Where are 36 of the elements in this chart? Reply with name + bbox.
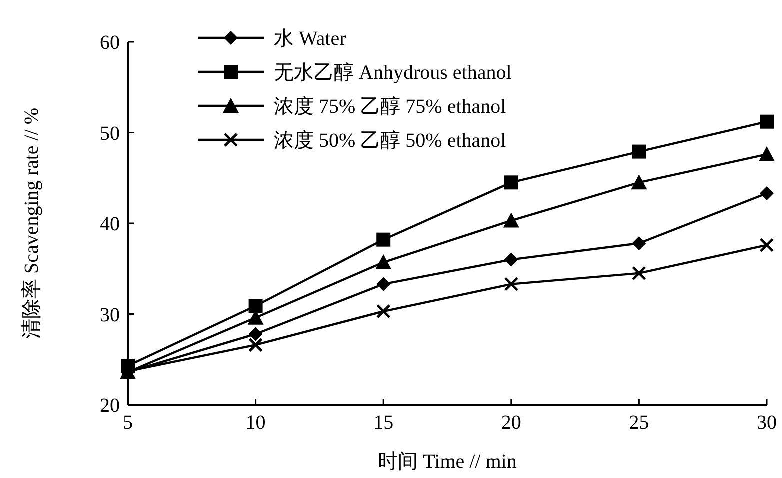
point	[504, 252, 518, 267]
point	[760, 114, 774, 129]
legend-label: 浓度 50% 乙醇 50% ethanol	[274, 130, 507, 152]
point	[248, 338, 264, 352]
x-tick-label: 20	[501, 412, 522, 434]
legend-label: 无水乙醇 Anhydrous ethanol	[274, 62, 512, 84]
y-tick-label: 60	[100, 32, 120, 54]
x-tick-label: 15	[374, 412, 394, 434]
x-tick-label: 25	[629, 412, 650, 434]
x-axis-title: 时间 Time // min	[378, 451, 517, 473]
y-tick-label: 30	[100, 304, 120, 326]
point	[503, 212, 520, 228]
point	[632, 144, 646, 159]
point	[632, 236, 646, 250]
x-tick-label: 10	[246, 412, 266, 434]
y-axis-title: 清除率 Scavenging rate // %	[21, 108, 43, 340]
y-tick-label: 50	[100, 122, 120, 145]
point	[631, 174, 648, 190]
point	[760, 238, 774, 253]
legend-label: 浓度 75% 乙醇 75% ethanol	[274, 96, 507, 118]
x-tick-label: 5	[123, 412, 133, 434]
point	[376, 254, 392, 270]
point	[248, 299, 263, 314]
point	[376, 304, 391, 319]
legend-label: 水 Water	[274, 28, 347, 50]
point	[376, 277, 391, 292]
y-tick-label: 20	[100, 395, 120, 417]
point	[632, 266, 646, 281]
point	[760, 186, 774, 201]
point	[759, 146, 775, 162]
point	[376, 232, 391, 247]
point	[504, 176, 518, 190]
point	[504, 277, 519, 292]
x-tick-label: 30	[757, 412, 777, 434]
y-tick-label: 40	[100, 214, 120, 236]
point	[248, 327, 263, 342]
